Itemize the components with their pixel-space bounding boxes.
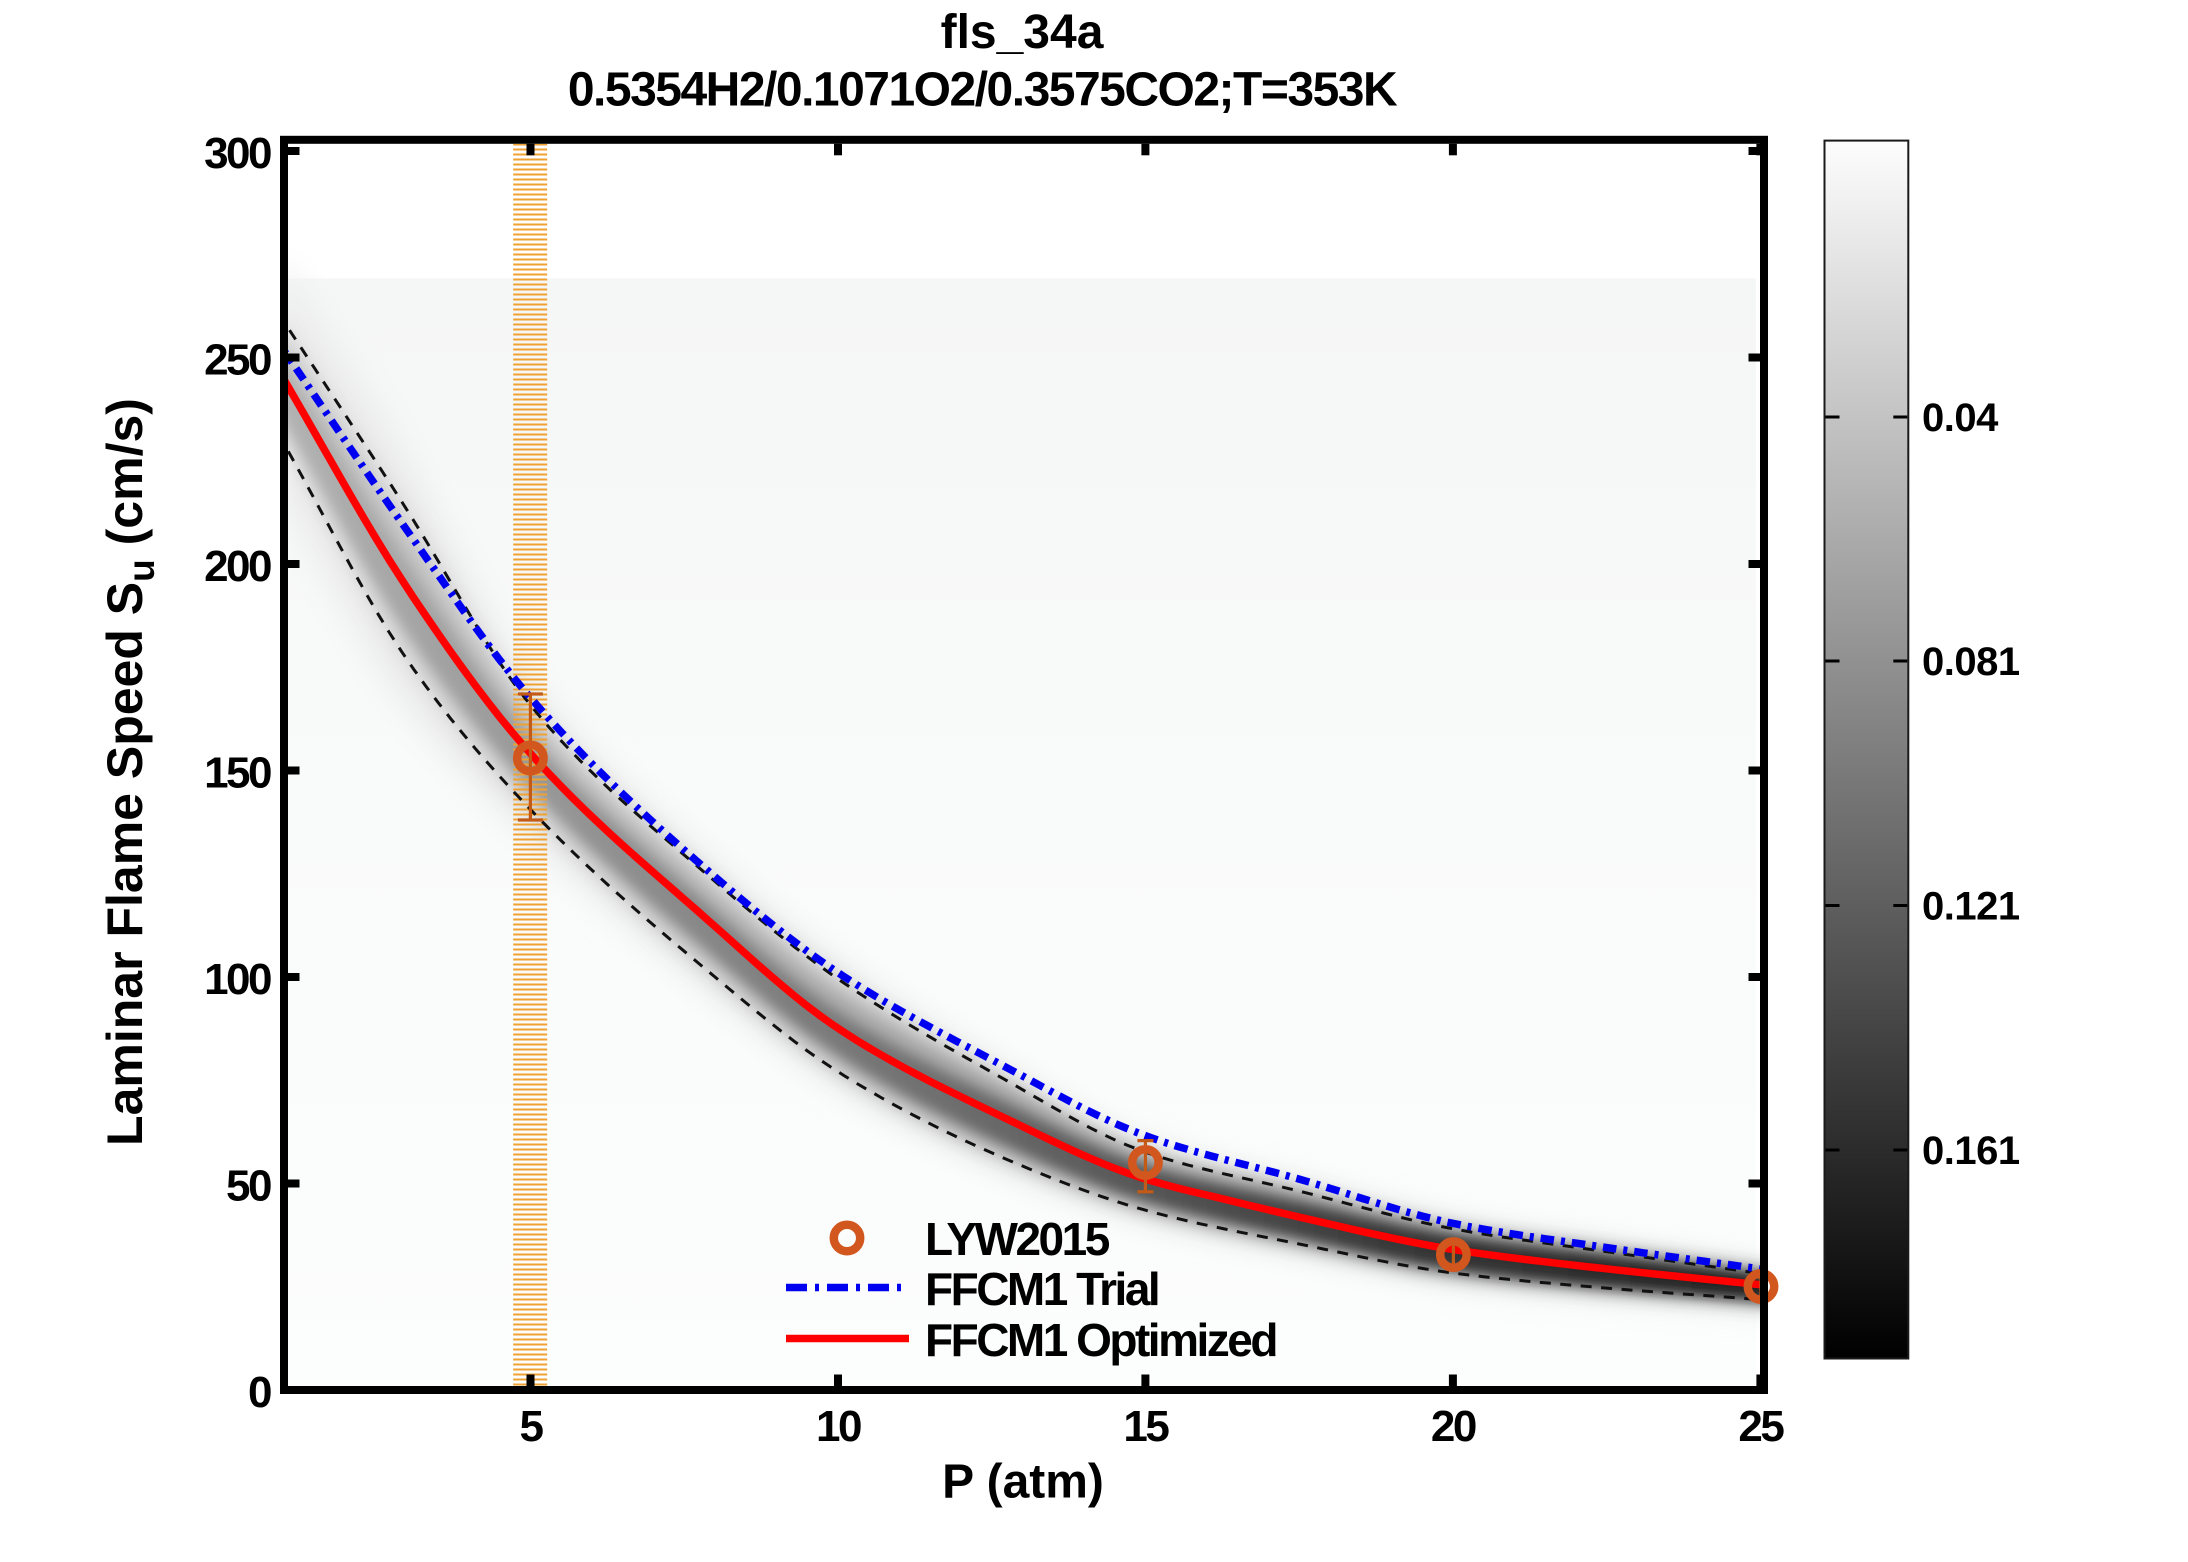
svg-text:fls_34a: fls_34a	[941, 6, 1104, 59]
svg-text:100: 100	[204, 955, 271, 1004]
svg-text:0.04: 0.04	[1922, 396, 1999, 440]
svg-text:0.121: 0.121	[1922, 885, 2020, 929]
svg-text:0: 0	[248, 1368, 271, 1417]
svg-text:P (atm): P (atm)	[942, 1456, 1104, 1509]
svg-text:25: 25	[1738, 1402, 1784, 1451]
svg-text:LYW2015: LYW2015	[925, 1213, 1110, 1265]
svg-text:15: 15	[1123, 1402, 1169, 1451]
svg-text:300: 300	[204, 129, 271, 178]
svg-text:0.081: 0.081	[1922, 640, 2020, 684]
svg-text:0.5354H2/0.1071O2/0.3575CO2;T=: 0.5354H2/0.1071O2/0.3575CO2;T=353K	[568, 64, 1398, 117]
svg-text:250: 250	[204, 336, 271, 385]
svg-text:FFCM1 Optimized: FFCM1 Optimized	[925, 1314, 1276, 1366]
svg-text:10: 10	[816, 1402, 861, 1451]
svg-text:150: 150	[204, 749, 271, 798]
svg-text:Laminar Flame Speed Su (cm/s): Laminar Flame Speed Su (cm/s)	[97, 398, 162, 1146]
svg-text:20: 20	[1431, 1402, 1476, 1451]
svg-text:5: 5	[520, 1402, 544, 1451]
svg-text:0.161: 0.161	[1922, 1129, 2020, 1173]
svg-text:200: 200	[204, 542, 271, 591]
svg-text:50: 50	[226, 1162, 271, 1211]
svg-text:FFCM1 Trial: FFCM1 Trial	[925, 1263, 1158, 1315]
